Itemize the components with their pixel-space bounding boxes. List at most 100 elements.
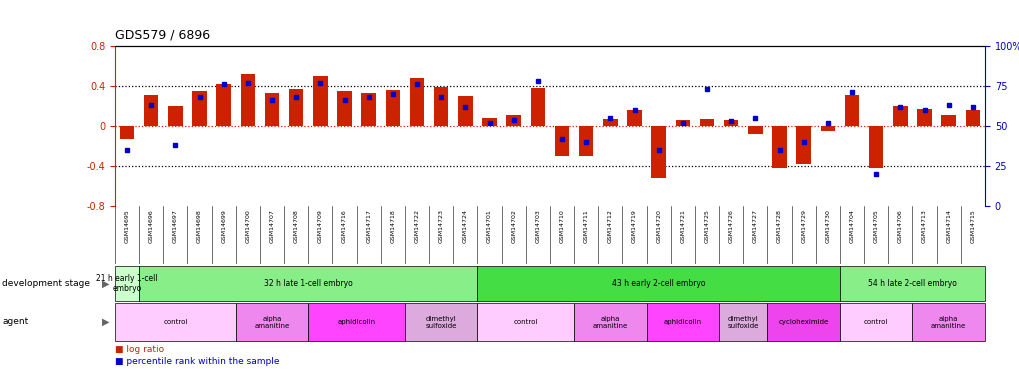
Bar bbox=[506, 115, 521, 126]
Text: GSM14719: GSM14719 bbox=[632, 209, 637, 243]
Bar bbox=[602, 119, 618, 126]
Text: GSM14713: GSM14713 bbox=[921, 209, 926, 243]
Bar bbox=[796, 126, 810, 164]
Text: GSM14696: GSM14696 bbox=[149, 209, 154, 243]
Text: dimethyl
sulfoxide: dimethyl sulfoxide bbox=[727, 315, 758, 328]
Bar bbox=[675, 120, 690, 126]
Bar bbox=[868, 126, 882, 168]
Text: GSM14716: GSM14716 bbox=[341, 209, 346, 243]
Text: GSM14712: GSM14712 bbox=[607, 209, 612, 243]
Text: agent: agent bbox=[2, 318, 29, 327]
Text: GSM14730: GSM14730 bbox=[824, 209, 829, 243]
Text: ▶: ▶ bbox=[102, 279, 109, 288]
Bar bbox=[627, 110, 641, 126]
Text: ■ log ratio: ■ log ratio bbox=[115, 345, 164, 354]
Text: GSM14702: GSM14702 bbox=[511, 209, 516, 243]
Text: GSM14708: GSM14708 bbox=[293, 209, 299, 243]
Text: development stage: development stage bbox=[2, 279, 90, 288]
Bar bbox=[385, 90, 399, 126]
Text: 32 h late 1-cell embryo: 32 h late 1-cell embryo bbox=[264, 279, 353, 288]
Bar bbox=[965, 110, 979, 126]
Bar bbox=[840, 266, 984, 301]
Text: 21 h early 1-cell
embryo: 21 h early 1-cell embryo bbox=[96, 274, 158, 293]
Text: dimethyl
sulfoxide: dimethyl sulfoxide bbox=[425, 315, 457, 328]
Text: GSM14724: GSM14724 bbox=[463, 209, 468, 243]
Bar bbox=[718, 303, 766, 341]
Bar bbox=[941, 115, 955, 126]
Bar bbox=[530, 88, 544, 126]
Text: GSM14710: GSM14710 bbox=[559, 209, 565, 243]
Bar bbox=[265, 93, 279, 126]
Text: GSM14729: GSM14729 bbox=[801, 209, 805, 243]
Bar bbox=[337, 91, 352, 126]
Text: GSM14700: GSM14700 bbox=[246, 209, 251, 243]
Text: GSM14720: GSM14720 bbox=[655, 209, 660, 243]
Text: GSM14723: GSM14723 bbox=[438, 209, 443, 243]
Bar bbox=[144, 95, 158, 126]
Bar bbox=[766, 303, 840, 341]
Text: ▶: ▶ bbox=[102, 317, 109, 327]
Text: GSM14698: GSM14698 bbox=[197, 209, 202, 243]
Bar bbox=[308, 303, 405, 341]
Text: aphidicolin: aphidicolin bbox=[663, 319, 701, 325]
Bar bbox=[168, 106, 182, 126]
Text: GSM14705: GSM14705 bbox=[873, 209, 878, 243]
Bar bbox=[912, 303, 984, 341]
Bar bbox=[747, 126, 762, 134]
Text: ■ percentile rank within the sample: ■ percentile rank within the sample bbox=[115, 357, 279, 366]
Text: GSM14707: GSM14707 bbox=[269, 209, 274, 243]
Bar bbox=[723, 120, 738, 126]
Text: cycloheximide: cycloheximide bbox=[777, 319, 828, 325]
Bar bbox=[139, 266, 477, 301]
Text: GSM14721: GSM14721 bbox=[680, 209, 685, 243]
Text: control: control bbox=[514, 319, 537, 325]
Bar bbox=[554, 126, 569, 156]
Text: GSM14722: GSM14722 bbox=[414, 209, 419, 243]
Text: GSM14709: GSM14709 bbox=[318, 209, 323, 243]
Text: alpha
amanitine: alpha amanitine bbox=[592, 315, 628, 328]
Bar bbox=[405, 303, 477, 341]
Text: GSM14703: GSM14703 bbox=[535, 209, 540, 243]
Bar bbox=[433, 87, 448, 126]
Text: GSM14718: GSM14718 bbox=[390, 209, 395, 243]
Text: GSM14727: GSM14727 bbox=[752, 209, 757, 243]
Text: GSM14695: GSM14695 bbox=[124, 209, 129, 243]
Text: GSM14726: GSM14726 bbox=[728, 209, 733, 243]
Bar bbox=[216, 84, 230, 126]
Bar bbox=[771, 126, 786, 168]
Text: GSM14704: GSM14704 bbox=[849, 209, 854, 243]
Text: control: control bbox=[863, 319, 888, 325]
Text: GSM14717: GSM14717 bbox=[366, 209, 371, 243]
Bar bbox=[699, 119, 713, 126]
Bar bbox=[482, 118, 496, 126]
Bar bbox=[574, 303, 646, 341]
Bar bbox=[193, 91, 207, 126]
Text: GSM14697: GSM14697 bbox=[173, 209, 177, 243]
Bar bbox=[115, 266, 139, 301]
Bar bbox=[579, 126, 593, 156]
Text: GSM14711: GSM14711 bbox=[583, 209, 588, 243]
Bar bbox=[893, 106, 907, 126]
Bar bbox=[288, 89, 304, 126]
Text: 43 h early 2-cell embryo: 43 h early 2-cell embryo bbox=[611, 279, 705, 288]
Bar bbox=[119, 126, 135, 139]
Text: alpha
amanitine: alpha amanitine bbox=[930, 315, 965, 328]
Text: 54 h late 2-cell embryo: 54 h late 2-cell embryo bbox=[867, 279, 956, 288]
Bar bbox=[477, 266, 840, 301]
Text: aphidicolin: aphidicolin bbox=[337, 319, 375, 325]
Bar bbox=[458, 96, 472, 126]
Text: control: control bbox=[163, 319, 187, 325]
Bar bbox=[361, 93, 376, 126]
Text: GSM14725: GSM14725 bbox=[704, 209, 709, 243]
Text: GSM14699: GSM14699 bbox=[221, 209, 226, 243]
Bar bbox=[235, 303, 308, 341]
Bar bbox=[240, 74, 255, 126]
Text: GSM14728: GSM14728 bbox=[776, 209, 782, 243]
Text: GSM14701: GSM14701 bbox=[487, 209, 491, 243]
Bar bbox=[477, 303, 574, 341]
Bar bbox=[840, 303, 912, 341]
Bar bbox=[844, 95, 858, 126]
Bar bbox=[820, 126, 835, 131]
Bar bbox=[916, 109, 931, 126]
Bar bbox=[410, 78, 424, 126]
